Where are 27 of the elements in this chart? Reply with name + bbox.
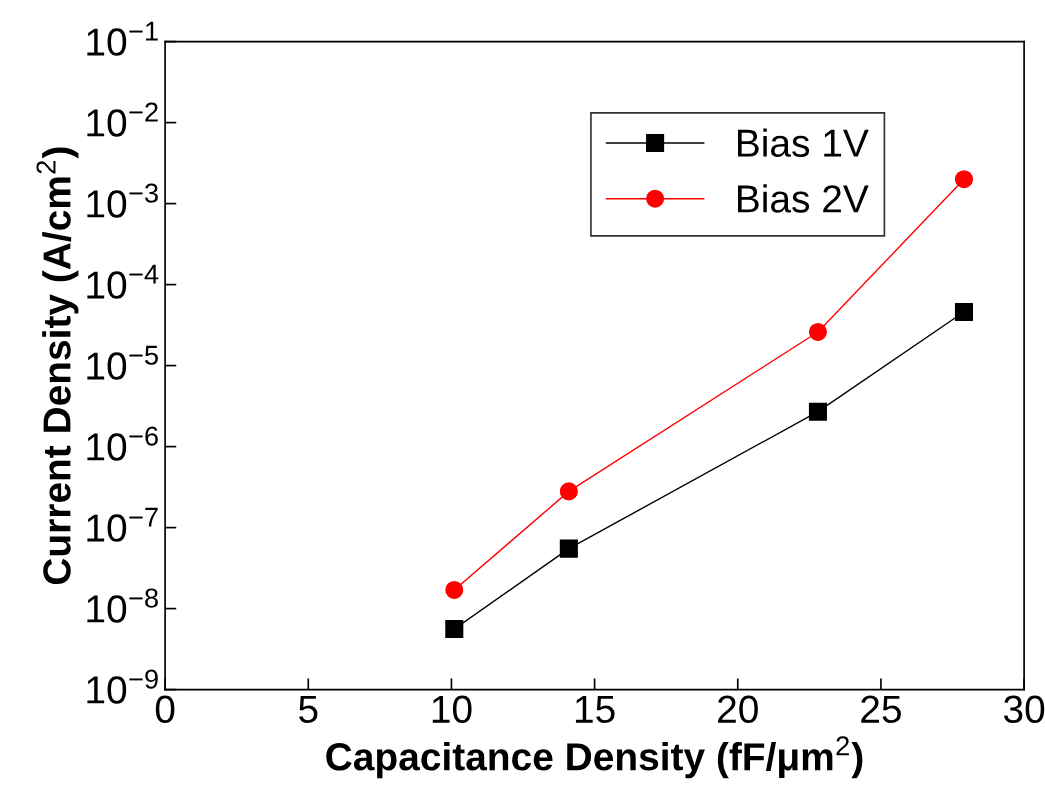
- y-tick-label: 10$^{−4}$: [87, 264, 159, 299]
- x-tick-label: 10: [432, 695, 472, 724]
- x-tick-label: 15: [575, 695, 615, 724]
- y-tick-label: 10$^{−3}$: [87, 183, 158, 218]
- y-axis-title: Current Density (A/cm$^{2}$): [36, 147, 79, 585]
- legend-label: Bias 2V: [738, 184, 869, 213]
- x-tick-label: 5: [299, 695, 318, 724]
- y-tick-label: 10$^{−5}$: [87, 345, 158, 380]
- y-tick-label: 10$^{−7}$: [87, 507, 158, 542]
- y-tick-label: 10$^{−1}$: [87, 21, 158, 56]
- point: [954, 302, 973, 321]
- point: [445, 580, 464, 599]
- point: [445, 619, 464, 639]
- x-axis-title: Capacitance Density (fF/μm$^{2}$): [326, 736, 863, 779]
- point: [559, 482, 578, 501]
- y-tick-label: 10$^{−6}$: [87, 426, 158, 461]
- point: [559, 539, 578, 558]
- point: [808, 322, 827, 342]
- x-tick-label: 0: [155, 695, 175, 724]
- x-tick-label: 30: [1003, 695, 1045, 724]
- point: [808, 402, 827, 421]
- x-tick-label: 25: [861, 695, 901, 724]
- y-tick-label: 10$^{−8}$: [87, 588, 158, 623]
- point: [954, 170, 973, 189]
- x-tick-label: 20: [718, 695, 758, 724]
- y-tick-label: 10$^{−2}$: [87, 102, 158, 137]
- legend-label: Bias 1V: [738, 128, 869, 158]
